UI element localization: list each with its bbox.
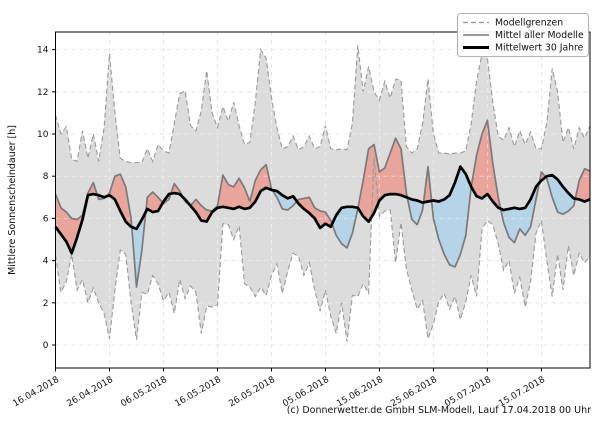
- legend-label-model-mean: Mittel aller Modelle: [495, 30, 584, 41]
- fill-model-above-mean: [55, 182, 98, 254]
- y-tick-label: 0: [43, 341, 49, 351]
- fill-model-above-mean: [145, 192, 163, 213]
- lower-model-bound-line: [54, 157, 591, 342]
- y-tick-label: 6: [43, 214, 49, 224]
- fill-model-below-mean: [272, 190, 297, 210]
- fill-model-above-mean: [358, 138, 408, 222]
- fill-model-below-mean: [545, 175, 576, 215]
- model-spread-band: [55, 45, 590, 342]
- fill-model-above-mean: [296, 197, 333, 228]
- x-tick-label: 16.05.2018: [173, 375, 223, 410]
- legend-label-climate-mean: Mittelwert 30 Jahre: [495, 43, 584, 54]
- legend: Modellgrenzen Mittel aller Modelle Mitte…: [457, 13, 589, 57]
- fill-model-above-mean: [190, 164, 273, 222]
- y-tick-label: 14: [37, 46, 49, 56]
- y-tick-label: 2: [43, 299, 49, 309]
- y-tick-label: 4: [43, 257, 49, 267]
- fill-model-above-mean: [471, 120, 501, 209]
- legend-label-model-bounds: Modellgrenzen: [495, 18, 563, 29]
- fill-model-above-mean: [423, 166, 432, 203]
- legend-box: [457, 13, 589, 57]
- copyright-caption: (c) Donnerwetter.de GmbH SLM-Modell, Lau…: [287, 405, 591, 416]
- fill-model-below-mean: [431, 166, 472, 267]
- plot-area: 0 2 4 6 8 10 12 14 16.04.2018 26.04.2018 06.05.201…: [11, 31, 591, 410]
- y-tick-label: 8: [43, 172, 49, 182]
- y-tick-label: 12: [37, 88, 48, 98]
- upper-model-bound-line: [54, 45, 591, 164]
- axes-spines: [55, 31, 591, 369]
- x-tick-label: 26.04.2018: [65, 375, 115, 410]
- climate-mean-line: [54, 165, 591, 255]
- y-axis-label: Mittlere Sonnenscheindauer [h]: [7, 125, 18, 275]
- y-tick-label: 10: [37, 130, 49, 140]
- fill-model-above-mean: [575, 168, 590, 202]
- x-tick-label: 16.04.2018: [11, 375, 61, 410]
- x-tick-label: 26.05.2018: [227, 375, 277, 410]
- x-tick-label: 06.05.2018: [119, 375, 169, 410]
